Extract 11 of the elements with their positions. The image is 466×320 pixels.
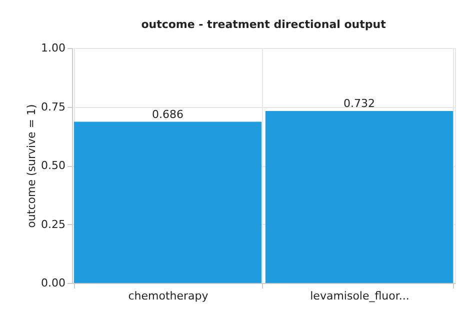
x-tick-label: chemotherapy xyxy=(128,290,209,302)
y-tick-label: 1.00 xyxy=(41,42,66,54)
x-tick-label: levamisole_fluor... xyxy=(310,290,410,302)
y-tick-label: 0.50 xyxy=(41,159,66,172)
y-tick-label: 0.00 xyxy=(41,276,66,290)
chart-title: outcome - treatment directional output xyxy=(141,18,386,31)
data-label: 0.686 xyxy=(152,108,184,121)
y-tick-label: 0.25 xyxy=(41,218,66,231)
y-tick-label: 0.75 xyxy=(41,100,66,114)
data-label: 0.732 xyxy=(344,96,375,110)
y-axis-title: outcome (survive = 1) xyxy=(25,104,38,228)
